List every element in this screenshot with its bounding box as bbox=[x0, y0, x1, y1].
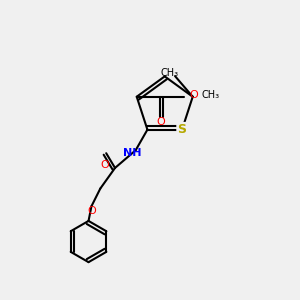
Text: S: S bbox=[178, 123, 187, 136]
Text: CH₃: CH₃ bbox=[201, 90, 219, 100]
Text: O: O bbox=[87, 206, 96, 216]
Text: O: O bbox=[100, 160, 109, 170]
Text: CH₃: CH₃ bbox=[160, 68, 178, 78]
Text: O: O bbox=[190, 90, 199, 100]
Text: NH: NH bbox=[123, 148, 142, 158]
Text: O: O bbox=[156, 117, 165, 127]
